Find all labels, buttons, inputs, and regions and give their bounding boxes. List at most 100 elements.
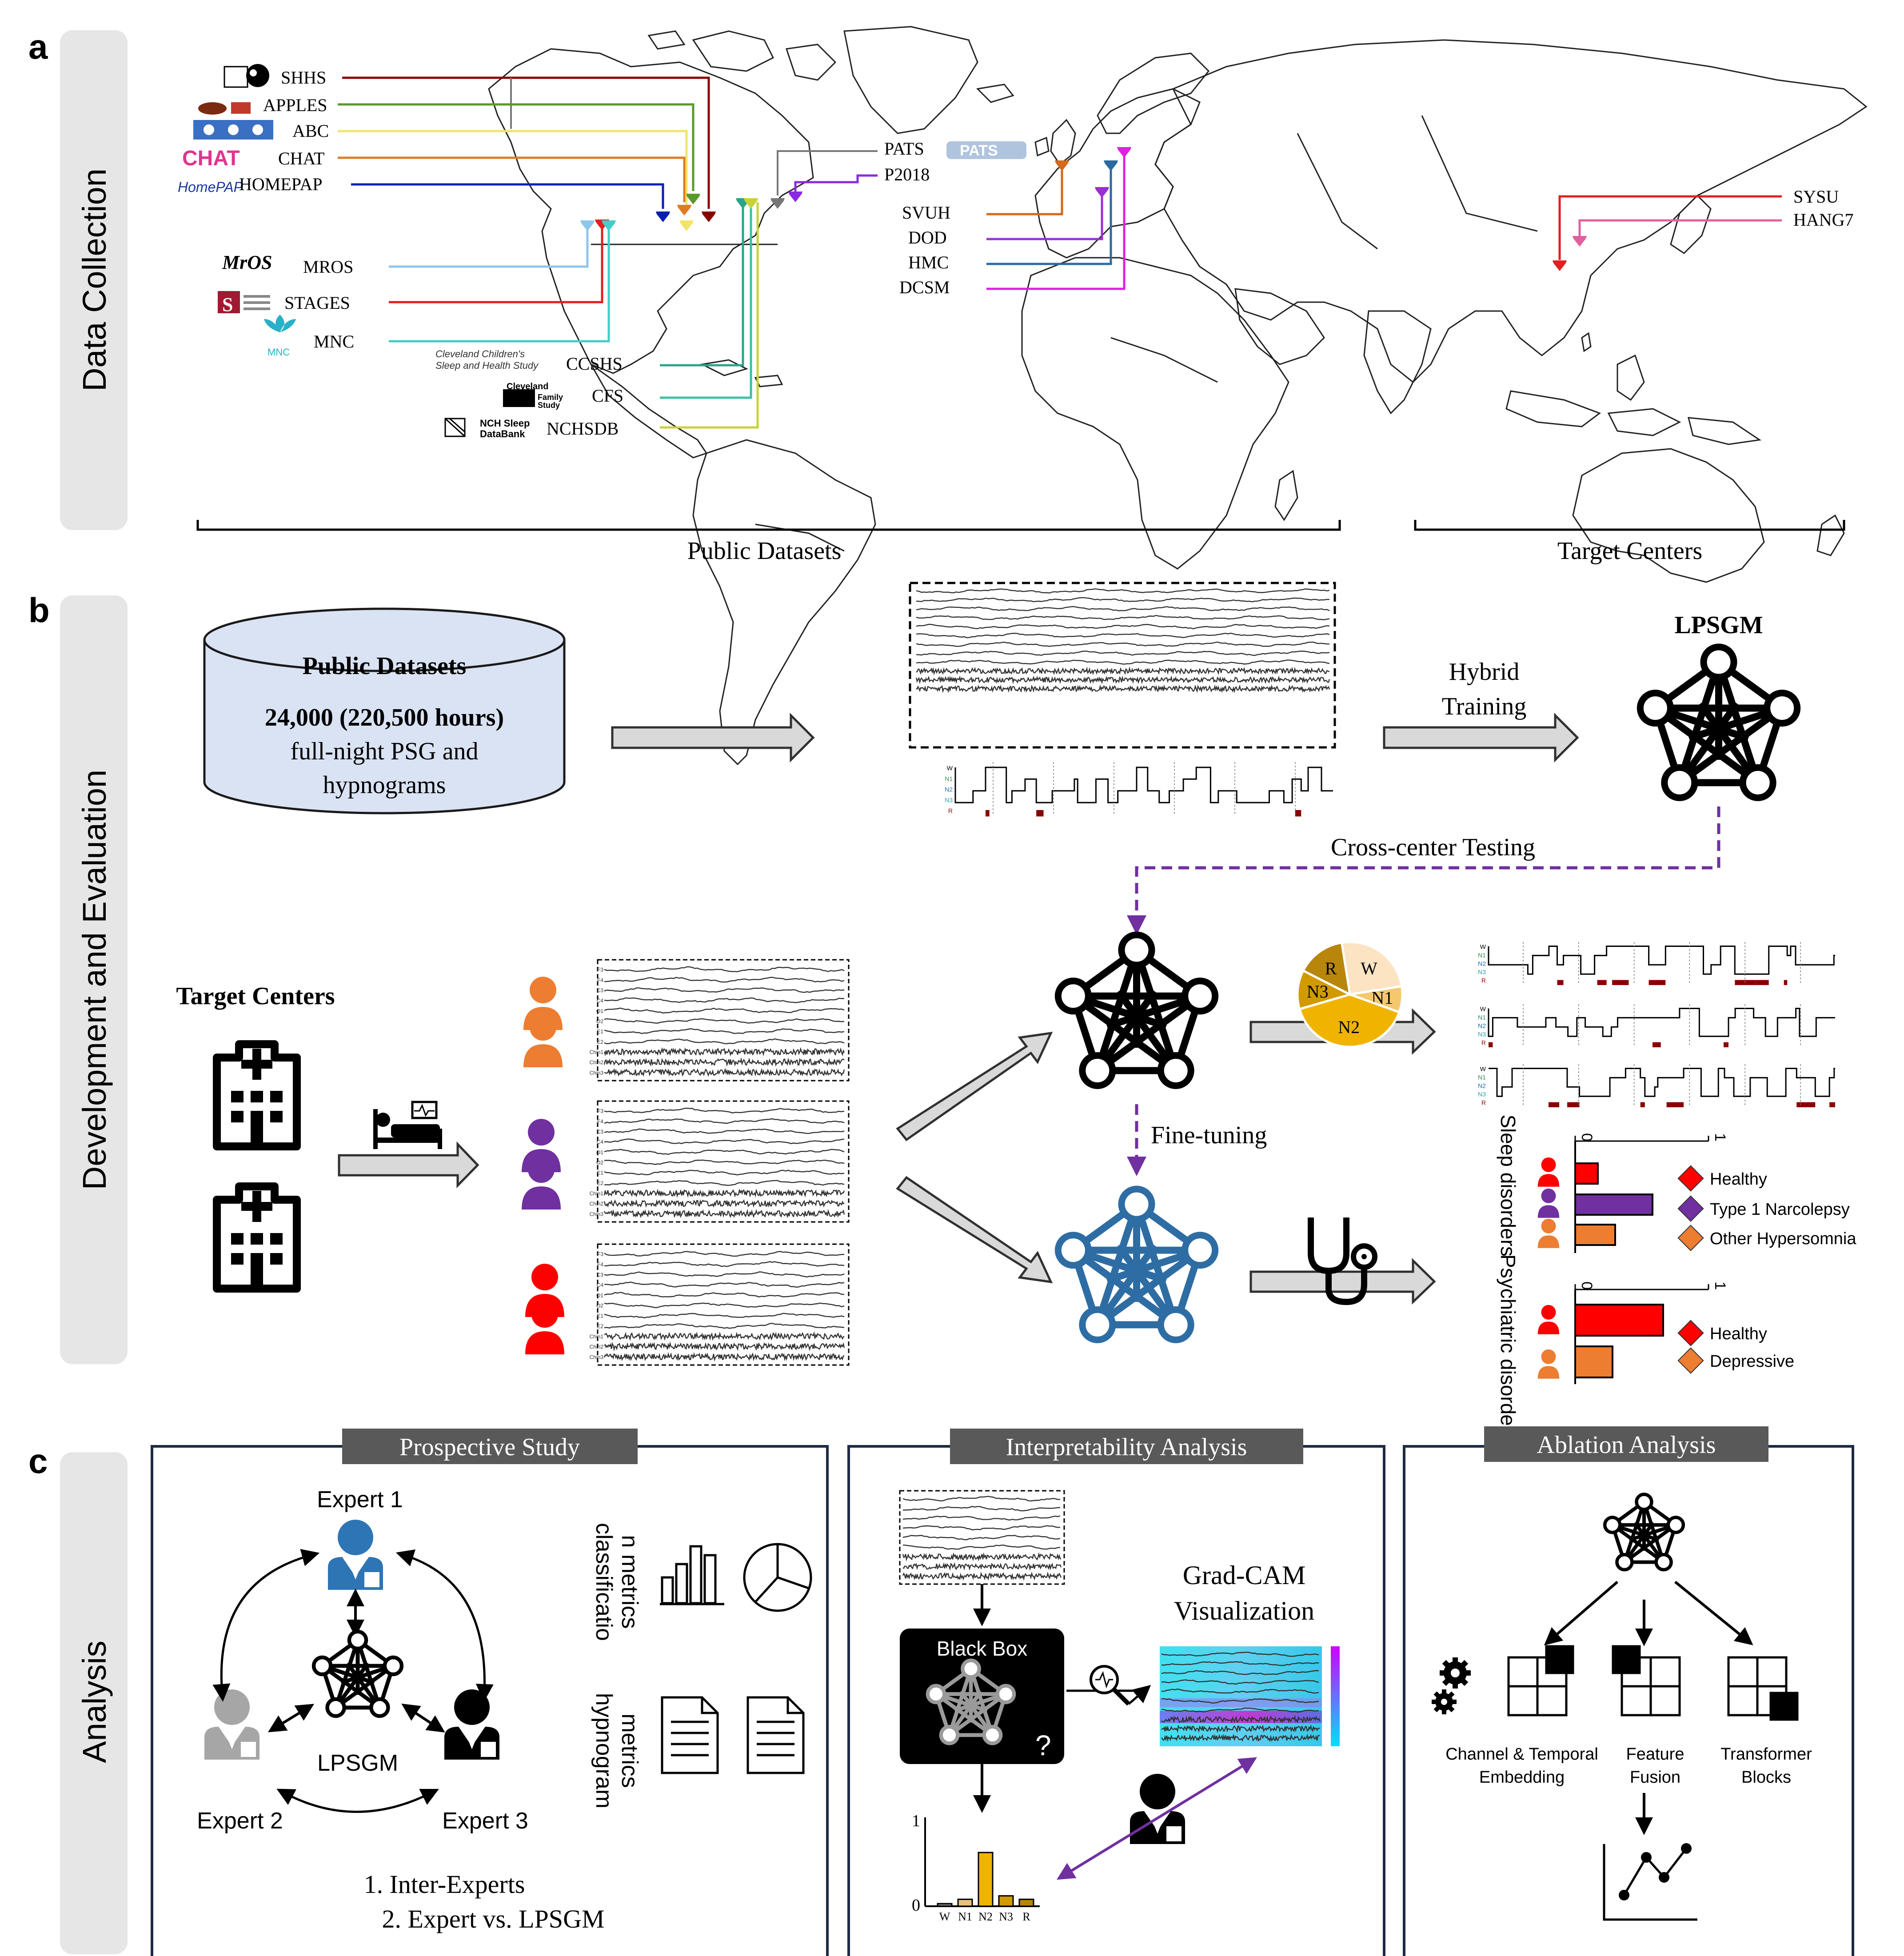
svg-text:W: W — [1480, 1065, 1486, 1072]
svg-text:Chin3: Chin3 — [590, 1211, 604, 1217]
svg-text:Chin1: Chin1 — [590, 1190, 604, 1197]
center-model-label: LPSGM — [317, 1750, 398, 1776]
bar-chart-icon — [660, 1545, 724, 1605]
hospital-icon-1 — [217, 1044, 297, 1146]
panel-letter-a: a — [28, 27, 48, 66]
side-box-a — [60, 30, 128, 530]
arrow-patient — [338, 1141, 479, 1189]
svg-text:N1: N1 — [1478, 1014, 1486, 1021]
model-network-black — [1054, 931, 1219, 1089]
abl-label-3a: Transformer — [1720, 1745, 1812, 1764]
logo-cfs: Cleveland Family Study — [503, 382, 563, 410]
expert3-icon — [444, 1689, 499, 1760]
lpsgm-title: LPSGM — [1674, 611, 1763, 639]
svg-text:E1: E1 — [597, 1313, 603, 1319]
svg-text:N3: N3 — [1478, 1090, 1486, 1098]
document-icon-1 — [661, 1696, 719, 1774]
document-icon-2 — [746, 1696, 805, 1774]
interp-tick-r: R — [1022, 1910, 1030, 1923]
pie-slice-w — [1340, 941, 1403, 996]
gradcam-2: Visualization — [1174, 1596, 1314, 1625]
svg-text:F3: F3 — [597, 1251, 603, 1257]
target-centers-title: Target Centers — [176, 982, 335, 1010]
abl-label-2a: Feature — [1626, 1745, 1684, 1764]
expert1-icon — [328, 1520, 383, 1590]
hybrid-label-1: Hybrid — [1449, 658, 1520, 686]
magnifier-icon — [1090, 1665, 1130, 1706]
dataset-legend-right: PATS PATS P2018 SVUH DOD HMC DCSM — [777, 139, 1126, 297]
stethoscope-icon — [1308, 1218, 1377, 1305]
svg-text:C4: C4 — [597, 998, 604, 1004]
bar-other-hypersomnia — [1574, 1224, 1616, 1246]
svg-text:F4: F4 — [597, 977, 603, 983]
svg-text:Cleveland: Cleveland — [507, 382, 548, 391]
svg-text:E1: E1 — [597, 1170, 603, 1176]
expert1-label: Expert 1 — [317, 1487, 403, 1513]
arrow-hybrid-training — [1383, 712, 1579, 763]
svg-text:N2: N2 — [1478, 1082, 1486, 1089]
label-nchsdb: NCHSDB — [547, 419, 619, 439]
svg-text:Healthy: Healthy — [1710, 1325, 1767, 1343]
logo-pats-text: PATS — [960, 142, 998, 159]
arrow-to-diagnosis — [1249, 1258, 1436, 1305]
svg-text:N3: N3 — [1478, 968, 1486, 975]
db-title: Public Datasets — [303, 652, 467, 680]
svg-text:C3: C3 — [597, 1129, 604, 1135]
logo-mros: MrOS — [222, 251, 272, 273]
expert2-icon — [204, 1689, 259, 1760]
side-box-c — [60, 1452, 128, 1954]
side-label-a: Data Collection — [76, 168, 113, 391]
black-box-question: ? — [1035, 1729, 1051, 1761]
svg-text:R: R — [1481, 977, 1486, 984]
svg-text:O1: O1 — [596, 1149, 603, 1155]
interp-bar-chart: 1 0 W N1 N2 N3 R — [912, 1812, 1040, 1923]
world-map — [488, 26, 1868, 766]
label-mnc: MNC — [314, 331, 354, 351]
interp-bar-r — [1018, 1898, 1034, 1907]
svg-text:Chin3: Chin3 — [590, 1354, 604, 1360]
svg-text:R: R — [1481, 1039, 1486, 1046]
logo-chat: CHAT — [182, 147, 240, 170]
svg-text:Chin2: Chin2 — [590, 1344, 604, 1350]
patient-group-purple — [522, 1119, 561, 1210]
interp-tick-n1: N1 — [958, 1910, 972, 1923]
patient-bed-icon — [373, 1101, 442, 1149]
hyp-metrics-1: hypnogram — [591, 1693, 617, 1808]
svg-text:W: W — [1480, 1005, 1486, 1012]
label-ccshs: CCSHS — [566, 354, 623, 374]
panel-letter-b: b — [28, 591, 50, 630]
abl-label-3b: Blocks — [1741, 1768, 1791, 1787]
pie-slice-r — [1301, 941, 1352, 997]
svg-text:NCH Sleep: NCH Sleep — [480, 418, 530, 429]
gradcam-1: Grad-CAM — [1183, 1561, 1306, 1590]
cls-metrics-2: n metrics — [617, 1535, 643, 1629]
abl-label-1b: Embedding — [1479, 1768, 1565, 1787]
abl-label-2b: Fusion — [1630, 1768, 1680, 1787]
expert3-label: Expert 3 — [442, 1808, 528, 1834]
logo-abc — [193, 120, 273, 140]
lpsgm-network-icon — [1637, 643, 1801, 801]
svg-text:C3: C3 — [597, 1272, 604, 1278]
patient-group-orange — [523, 977, 563, 1067]
bracket-target-label: Target Centers — [1557, 537, 1702, 565]
panel-letter-c: c — [28, 1441, 48, 1481]
eeg-box-3: F3 F4 C3 C4 O1 O2 E1 E2 Chin1 Chin2 Chin3 — [590, 1243, 850, 1366]
svg-text:W: W — [947, 764, 953, 771]
label-p2018: P2018 — [884, 164, 930, 184]
logo-nchsdb: NCH Sleep DataBank — [444, 418, 530, 439]
ablation-title: Ablation Analysis — [1537, 1431, 1716, 1459]
cls-metrics-1: classificatio — [591, 1523, 617, 1641]
interp-bar-n2 — [978, 1852, 994, 1907]
interp-tick-n2: N2 — [978, 1910, 993, 1923]
dataset-legend-left: SHHS APPLES ABC CHAT CHAT HomePAP HOMEPA… — [178, 64, 759, 439]
interp-title: Interpretability Analysis — [1006, 1433, 1247, 1461]
label-pats: PATS — [884, 139, 924, 159]
svg-text:Chin2: Chin2 — [590, 1201, 604, 1207]
svg-text:N2: N2 — [1478, 960, 1486, 967]
db-line1: 24,000 (220,500 hours) — [265, 704, 504, 731]
label-hang7: HANG7 — [1793, 210, 1854, 230]
svg-text:O1: O1 — [596, 1008, 603, 1014]
cross-center-label: Cross-center Testing — [1331, 834, 1535, 861]
psychiatric-disorders-chart: Psychiatric disorders 0 1 Healthy Depress… — [1497, 1254, 1794, 1443]
expert2-label: Expert 2 — [197, 1808, 283, 1834]
